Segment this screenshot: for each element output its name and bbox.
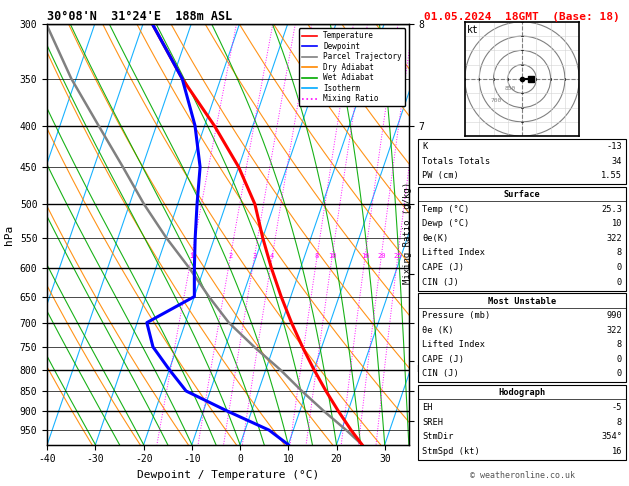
Text: 0: 0 xyxy=(617,263,622,272)
Text: © weatheronline.co.uk: © weatheronline.co.uk xyxy=(470,471,574,480)
Text: θe(K): θe(K) xyxy=(422,234,448,243)
Text: PW (cm): PW (cm) xyxy=(422,171,459,180)
Text: SREH: SREH xyxy=(422,417,443,427)
Text: 30°08'N  31°24'E  188m ASL: 30°08'N 31°24'E 188m ASL xyxy=(47,10,233,23)
Text: Lifted Index: Lifted Index xyxy=(422,248,485,258)
Text: 10: 10 xyxy=(611,219,622,228)
Text: CIN (J): CIN (J) xyxy=(422,369,459,379)
Text: 0: 0 xyxy=(617,369,622,379)
Text: EH: EH xyxy=(422,403,433,412)
Text: 0: 0 xyxy=(617,278,622,287)
Text: 8: 8 xyxy=(315,253,319,260)
Text: 34: 34 xyxy=(611,156,622,166)
Text: LCL: LCL xyxy=(416,365,431,374)
Text: 990: 990 xyxy=(606,311,622,320)
Text: Most Unstable: Most Unstable xyxy=(488,296,556,306)
Text: 700: 700 xyxy=(491,98,502,103)
Text: 01.05.2024  18GMT  (Base: 18): 01.05.2024 18GMT (Base: 18) xyxy=(424,12,620,22)
Y-axis label: hPa: hPa xyxy=(4,225,14,244)
Text: Pressure (mb): Pressure (mb) xyxy=(422,311,491,320)
Text: 8: 8 xyxy=(617,248,622,258)
Text: 354°: 354° xyxy=(601,432,622,441)
X-axis label: Dewpoint / Temperature (°C): Dewpoint / Temperature (°C) xyxy=(137,470,319,480)
Text: Totals Totals: Totals Totals xyxy=(422,156,491,166)
Text: 1.55: 1.55 xyxy=(601,171,622,180)
Text: -5: -5 xyxy=(611,403,622,412)
Text: 322: 322 xyxy=(606,326,622,335)
Text: 850: 850 xyxy=(505,87,516,91)
Text: 16: 16 xyxy=(361,253,369,260)
Text: 20: 20 xyxy=(377,253,386,260)
Text: 25: 25 xyxy=(394,253,402,260)
Text: StmDir: StmDir xyxy=(422,432,454,441)
Y-axis label: km
ASL: km ASL xyxy=(418,235,436,256)
Text: Dewp (°C): Dewp (°C) xyxy=(422,219,469,228)
Text: Lifted Index: Lifted Index xyxy=(422,340,485,349)
Text: 3: 3 xyxy=(252,253,257,260)
Text: Temp (°C): Temp (°C) xyxy=(422,205,469,214)
Text: StmSpd (kt): StmSpd (kt) xyxy=(422,447,480,456)
Text: 1: 1 xyxy=(189,253,194,260)
Text: Hodograph: Hodograph xyxy=(498,388,546,398)
Text: Surface: Surface xyxy=(504,190,540,199)
Text: 322: 322 xyxy=(606,234,622,243)
Text: kt: kt xyxy=(467,25,479,35)
Text: CAPE (J): CAPE (J) xyxy=(422,355,464,364)
Text: 8: 8 xyxy=(617,340,622,349)
Text: 25.3: 25.3 xyxy=(601,205,622,214)
Text: 4: 4 xyxy=(270,253,274,260)
Text: 16: 16 xyxy=(611,447,622,456)
Text: θe (K): θe (K) xyxy=(422,326,454,335)
Text: -13: -13 xyxy=(606,142,622,151)
Text: 8: 8 xyxy=(617,417,622,427)
Text: 2: 2 xyxy=(228,253,233,260)
Text: K: K xyxy=(422,142,427,151)
Text: 10: 10 xyxy=(328,253,337,260)
Text: CIN (J): CIN (J) xyxy=(422,278,459,287)
Text: 0: 0 xyxy=(617,355,622,364)
Legend: Temperature, Dewpoint, Parcel Trajectory, Dry Adiabat, Wet Adiabat, Isotherm, Mi: Temperature, Dewpoint, Parcel Trajectory… xyxy=(299,28,405,106)
Text: CAPE (J): CAPE (J) xyxy=(422,263,464,272)
Text: Mixing Ratio (g/kg): Mixing Ratio (g/kg) xyxy=(403,182,412,284)
